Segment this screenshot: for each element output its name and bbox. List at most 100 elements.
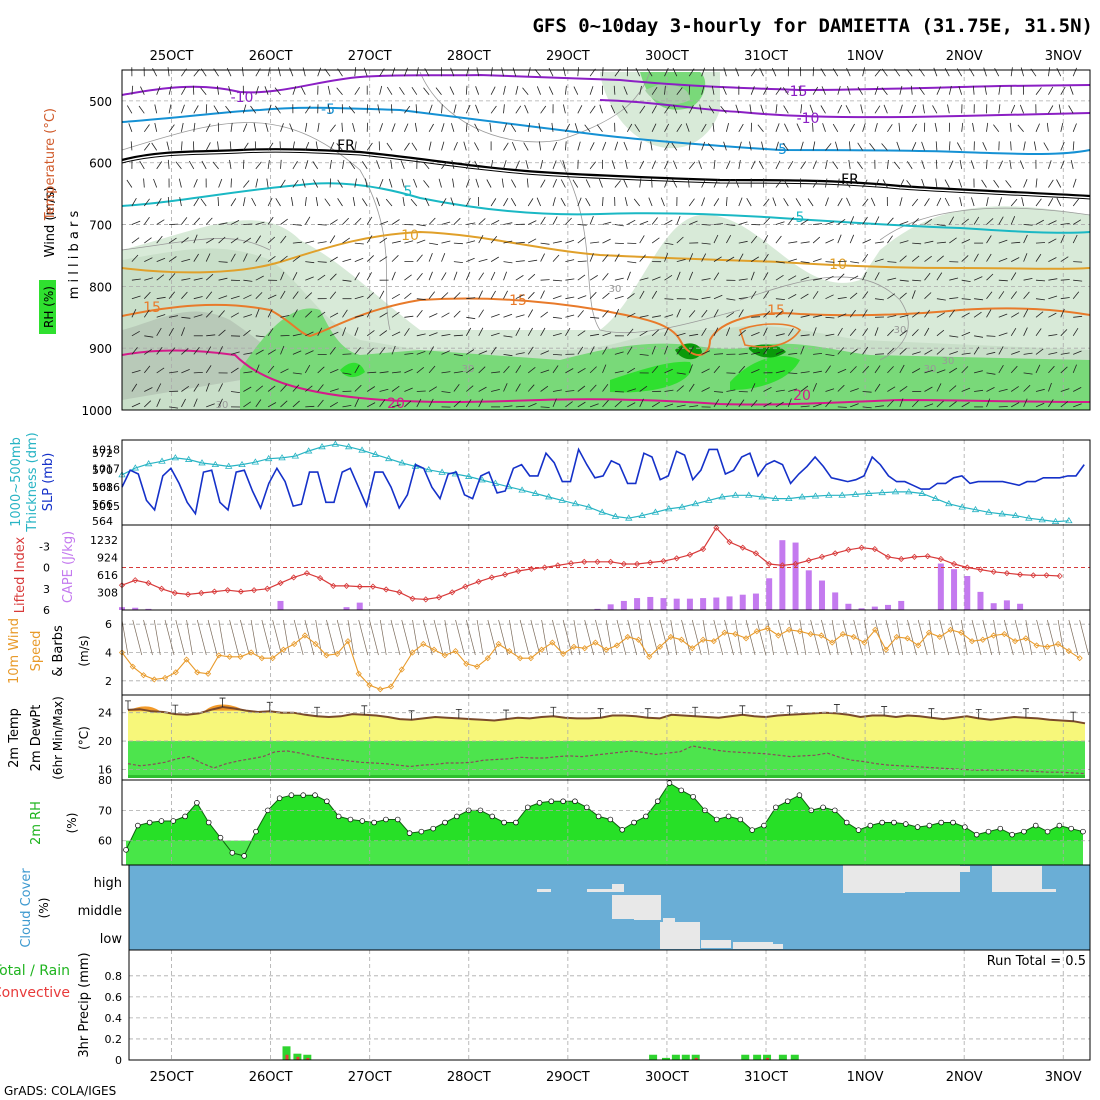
wind-barb (478, 327, 484, 336)
wind-barb (341, 122, 343, 132)
wind-barb (565, 327, 571, 337)
rh-marker (418, 828, 425, 835)
wind-barb (614, 242, 624, 244)
wind-barb (986, 398, 991, 408)
wind-barb (453, 261, 463, 263)
wind-barb (428, 386, 438, 392)
wind-barb (1060, 256, 1069, 262)
wind-barb (441, 104, 443, 114)
wind-barb (849, 234, 855, 244)
wind-barb (676, 332, 686, 337)
wind-barb (1023, 372, 1033, 375)
temp-tick-label: 16 (98, 763, 112, 776)
wind-barb (993, 179, 1000, 188)
wind-barb (846, 197, 851, 207)
precip-total-bar (293, 1053, 302, 1060)
cloud-block (843, 865, 905, 893)
wind-barb (651, 290, 658, 299)
wind-barb (921, 160, 925, 170)
wind-barb (243, 142, 249, 151)
wind-barb (961, 298, 971, 300)
cape-bar (871, 606, 878, 610)
wind-barb (131, 254, 139, 262)
wind-barb (1023, 278, 1033, 281)
wind-barb-10m (638, 619, 645, 656)
wind-barb (959, 197, 963, 207)
wind-barb (267, 309, 273, 318)
wind-barb (750, 271, 755, 281)
wind-barb (354, 295, 364, 300)
li-marker (462, 583, 469, 590)
wind-barb (465, 197, 471, 207)
wind-speed-marker (323, 652, 330, 659)
wind-barb (354, 314, 364, 318)
wind-barb (924, 309, 931, 318)
wind-barb (243, 253, 248, 262)
wind-barb (1060, 141, 1065, 151)
wind-barb (230, 351, 240, 355)
wind-speed-marker (635, 636, 642, 643)
wind-barb (972, 122, 975, 132)
rh-marker (678, 787, 685, 794)
cape-tick-label: 924 (97, 552, 118, 565)
temperature-contour (121, 297, 1091, 356)
wind-barb (758, 160, 764, 170)
thickness-marker (371, 450, 380, 457)
wind-barb (391, 219, 400, 225)
wind-barb-10m (519, 619, 530, 656)
wind-barb (1048, 352, 1058, 355)
wind-barb (230, 178, 232, 188)
wind-barb (614, 224, 624, 227)
wind-barb (402, 197, 405, 207)
wind-barb (664, 85, 666, 95)
rh-marker (773, 804, 779, 811)
wind-barb (882, 179, 888, 188)
wind-barb (1035, 242, 1046, 244)
rh-marker (288, 792, 295, 798)
wind-barb (503, 104, 505, 114)
wind-speed-marker (958, 629, 965, 636)
pressure-tick-label: 1000 (81, 404, 112, 418)
thickness-tick-label: 570 (92, 464, 113, 477)
wind-barb (361, 161, 368, 170)
wind-barb (379, 388, 389, 392)
wind-barb (860, 104, 863, 114)
wind-barb (527, 291, 535, 299)
wind-barb (423, 180, 430, 188)
wind-barb (329, 219, 338, 225)
wind-barb-10m (369, 619, 379, 656)
wind-barb (1073, 403, 1082, 408)
wind-barb (935, 178, 938, 188)
wind-barb (267, 159, 270, 169)
wind-barb (167, 196, 170, 207)
rh-marker (347, 816, 354, 823)
wind-barb (466, 257, 475, 262)
wind-barb (998, 258, 1008, 262)
wind-barb (862, 123, 866, 132)
wind-barb (639, 277, 649, 281)
wind-barb (486, 179, 492, 188)
wind-barb (501, 67, 504, 77)
wind-barb-10m (390, 619, 401, 656)
wind-barb (354, 178, 357, 188)
wind-barb (590, 333, 600, 337)
wind-barb (664, 327, 669, 336)
wind-barb (451, 123, 455, 132)
wind-barb (342, 405, 352, 408)
li-marker (330, 582, 337, 589)
wind-barb (934, 122, 938, 132)
wind-barb (660, 197, 665, 207)
contour-label: -5 (321, 102, 335, 118)
wind-barb (936, 400, 944, 408)
wind-barb (490, 290, 496, 299)
wind-barb (788, 275, 797, 281)
wind-barb (862, 391, 872, 393)
wind-barb (1035, 219, 1044, 225)
wind-barb (627, 293, 635, 300)
wind-barb (524, 104, 529, 114)
cloud-level-label: low (100, 932, 123, 947)
wind-barb (527, 198, 534, 207)
wind-barb (577, 67, 579, 77)
wind-speed-marker (527, 655, 534, 662)
bottom-axis-label: 29OCT (546, 1070, 590, 1085)
